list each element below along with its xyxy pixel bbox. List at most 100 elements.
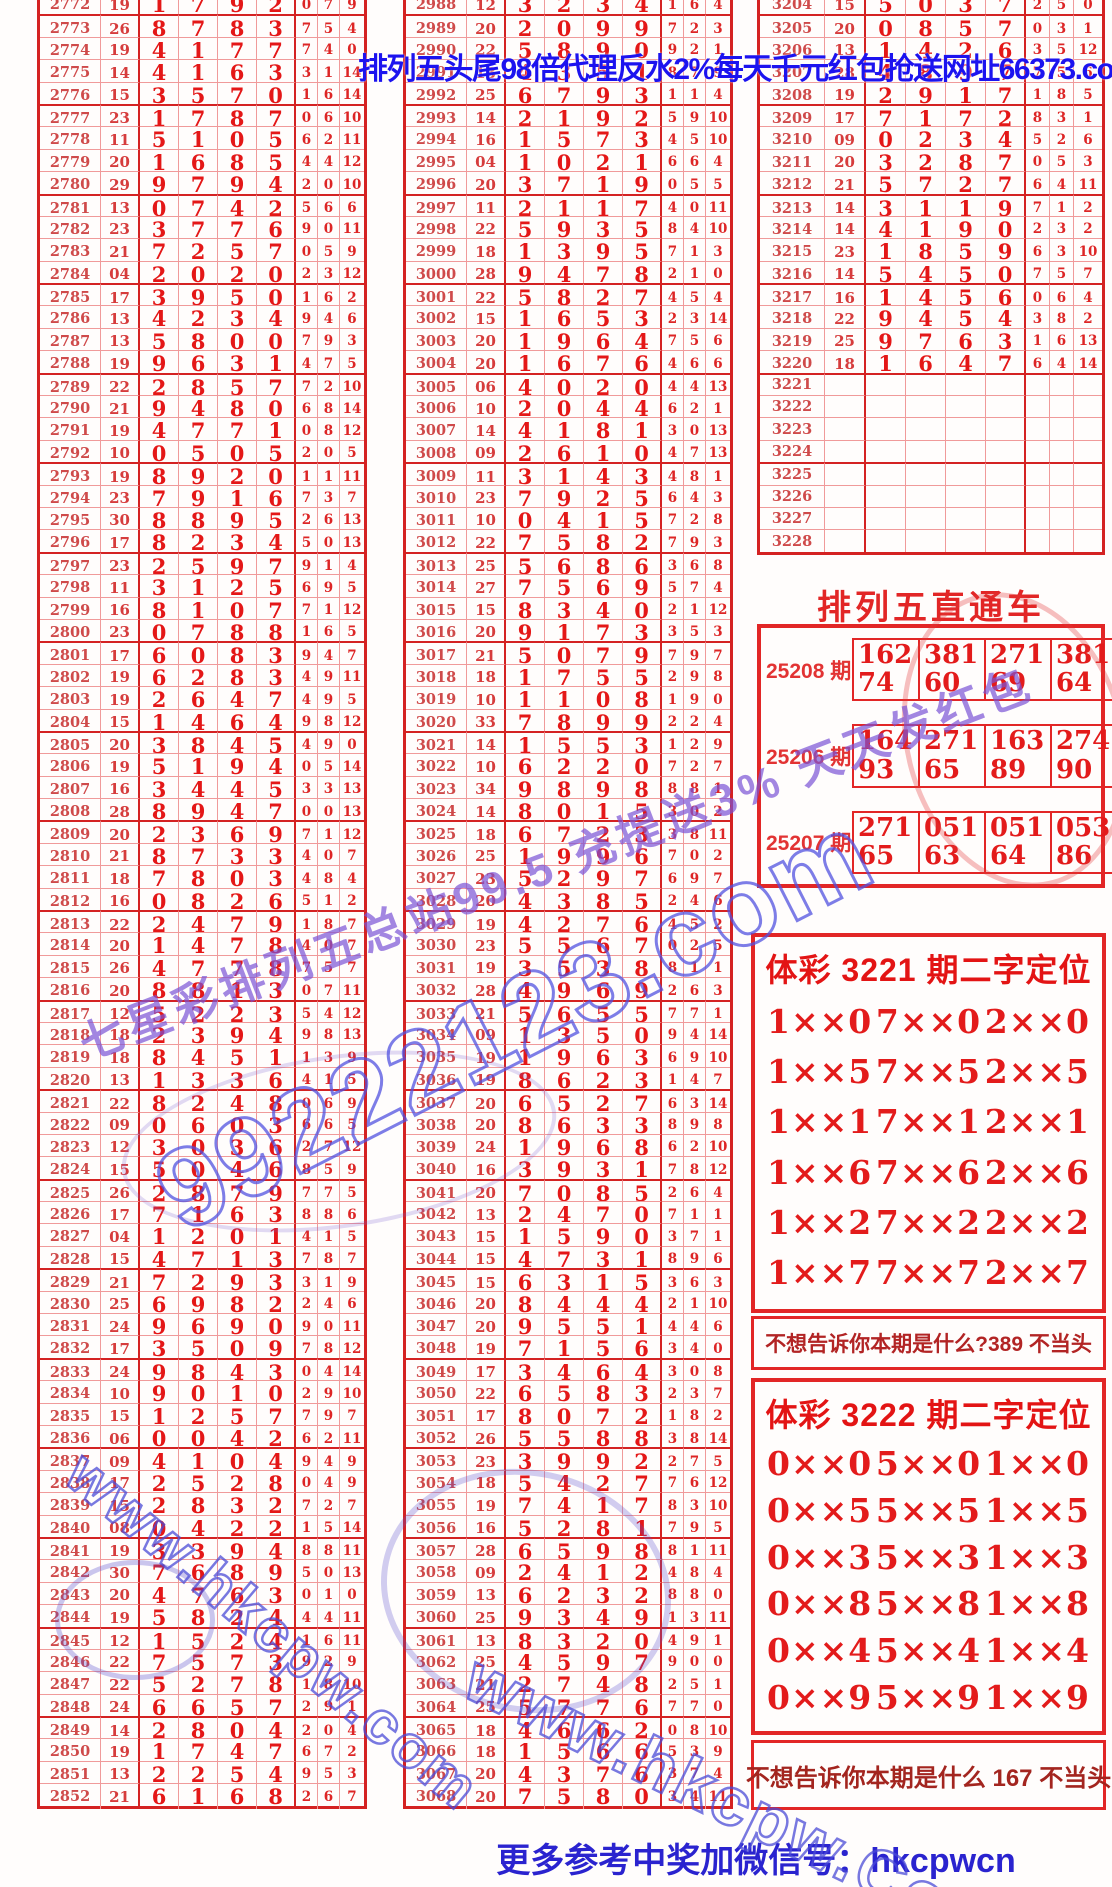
- sum-cell: 21: [467, 999, 506, 1027]
- sum-cell: 19: [101, 417, 140, 444]
- period-cell: 2830: [40, 1290, 101, 1317]
- aux-cell: 7: [662, 1514, 684, 1541]
- digit-cell: 7: [506, 1178, 545, 1206]
- digit-cell: 7: [545, 81, 584, 108]
- aux-cell: 5: [318, 954, 340, 981]
- period-cell: 3004: [406, 350, 467, 377]
- period-cell: 3022: [406, 753, 467, 780]
- sum-cell: 15: [467, 1268, 506, 1296]
- digit-cell: 2: [257, 1425, 296, 1451]
- aux-cell: 4: [318, 1357, 340, 1385]
- period-cell: 3228: [760, 529, 825, 552]
- aux-cell: 6: [684, 1469, 706, 1496]
- aux-cell: 0: [662, 932, 684, 959]
- sum-cell: 24: [101, 1693, 140, 1720]
- aux-cell: 5: [684, 171, 706, 198]
- table-row: 3030 23 5 5 6 7 0 2 5: [406, 932, 730, 959]
- digit-cell: 0: [866, 126, 906, 153]
- digit-cell: 2: [218, 260, 257, 287]
- digit-cell: 8: [218, 14, 257, 42]
- aux-cell: 12: [340, 417, 364, 443]
- table-row: 2833 24 9 8 4 3 0 4 14: [40, 1357, 364, 1385]
- period-cell: 3002: [406, 305, 467, 332]
- aux-cell: 6: [706, 350, 730, 376]
- aux-cell: 8: [296, 1536, 318, 1564]
- digit-cell: 4: [506, 977, 545, 1004]
- digit-cell: 7: [140, 1268, 179, 1296]
- digit-cell: 8: [218, 1559, 257, 1586]
- table-row: 2819 18 8 4 5 1 1 3 9: [40, 1044, 364, 1071]
- aux-cell: 7: [318, 1178, 340, 1206]
- aux-cell: 2: [706, 842, 730, 869]
- aux-cell: 6: [296, 1738, 318, 1765]
- digit-cell: 1: [545, 417, 584, 444]
- aux-cell: 5: [1050, 0, 1074, 17]
- aux-cell: 12: [340, 148, 364, 175]
- aux-cell: 4: [684, 215, 706, 242]
- number-cell: 271 69: [986, 640, 1052, 700]
- digit-cell: 7: [179, 417, 218, 444]
- aux-cell: 8: [318, 1021, 340, 1048]
- table-row: 3223: [760, 417, 1102, 440]
- aux-cell: 3: [318, 260, 340, 287]
- digit-cell: 5: [257, 574, 296, 601]
- aux-cell: 2: [662, 708, 684, 735]
- digit-cell: 0: [140, 439, 179, 466]
- digit-cell: 4: [179, 910, 218, 938]
- sum-cell: 15: [825, 0, 866, 17]
- footer-contact: 更多参考中奖加微信号：hkcpwcn: [496, 1842, 1016, 1880]
- digit-cell: 6: [218, 1581, 257, 1608]
- aux-cell: 1: [706, 1223, 730, 1249]
- aux-cell: 6: [706, 887, 730, 914]
- table-row: 2791 19 4 7 7 1 0 8 12: [40, 417, 364, 444]
- aux-cell: 1: [662, 0, 684, 17]
- aux-cell: 4: [318, 641, 340, 669]
- digit-cell: 4: [257, 1760, 296, 1787]
- digit-cell: 0: [986, 260, 1026, 287]
- digit-cell: 0: [218, 327, 257, 354]
- digit-cell: 6: [218, 820, 257, 848]
- digit-cell: 3: [140, 1335, 179, 1362]
- digit-cell: 2: [866, 81, 906, 108]
- table-row: 2844 19 5 8 2 4 4 4 11: [40, 1604, 364, 1631]
- table-row: 3054 18 5 4 2 7 7 6 12: [406, 1469, 730, 1496]
- sum-cell: 20: [467, 1290, 506, 1317]
- aux-cell: 8: [318, 1245, 340, 1272]
- period-cell: 2828: [40, 1245, 101, 1272]
- digit-cell: 9: [623, 14, 662, 42]
- digit-cell: 9: [545, 1156, 584, 1183]
- digit-cell: 5: [545, 730, 584, 758]
- digit-cell: 8: [545, 708, 584, 735]
- aux-cell: 9: [684, 1245, 706, 1272]
- aux-cell: 4: [340, 551, 364, 579]
- digit-cell: [946, 372, 986, 396]
- digit-cell: 9: [623, 708, 662, 735]
- number-line: 65: [858, 840, 895, 871]
- aux-cell: 9: [318, 1693, 340, 1720]
- digit-cell: 4: [506, 1648, 545, 1675]
- digit-cell: 8: [218, 395, 257, 422]
- digit-cell: 5: [257, 730, 296, 758]
- digit-cell: 5: [218, 238, 257, 265]
- aux-cell: 4: [662, 462, 684, 490]
- digit-cell: 0: [218, 1335, 257, 1362]
- table-row: 3210 09 0 2 3 4 5 2 6: [760, 126, 1102, 153]
- box-3221-grid: 1××0 7××0 2××0 1××5 7××5 2××5 1××1 7××1 2××1 1××6…: [755, 991, 1102, 1309]
- digit-cell: 5: [218, 372, 257, 400]
- period-cell: 3018: [406, 663, 467, 690]
- digit-cell: 1: [257, 350, 296, 377]
- digit-cell: 5: [506, 865, 545, 892]
- digit-cell: 7: [179, 954, 218, 981]
- digit-cell: 4: [506, 1760, 545, 1787]
- digit-cell: 7: [179, 1738, 218, 1765]
- table-row: 2843 20 4 7 6 3 0 1 0: [40, 1581, 364, 1608]
- period-cell: 3034: [406, 1021, 467, 1048]
- digit-cell: [946, 506, 986, 530]
- digit-cell: 2: [218, 1626, 257, 1654]
- digit-cell: 1: [179, 753, 218, 780]
- period-cell: 2829: [40, 1268, 101, 1296]
- digit-cell: 7: [866, 103, 906, 131]
- digit-cell: 2: [623, 1559, 662, 1586]
- digit-cell: 7: [257, 1402, 296, 1429]
- aux-cell: 4: [296, 1604, 318, 1631]
